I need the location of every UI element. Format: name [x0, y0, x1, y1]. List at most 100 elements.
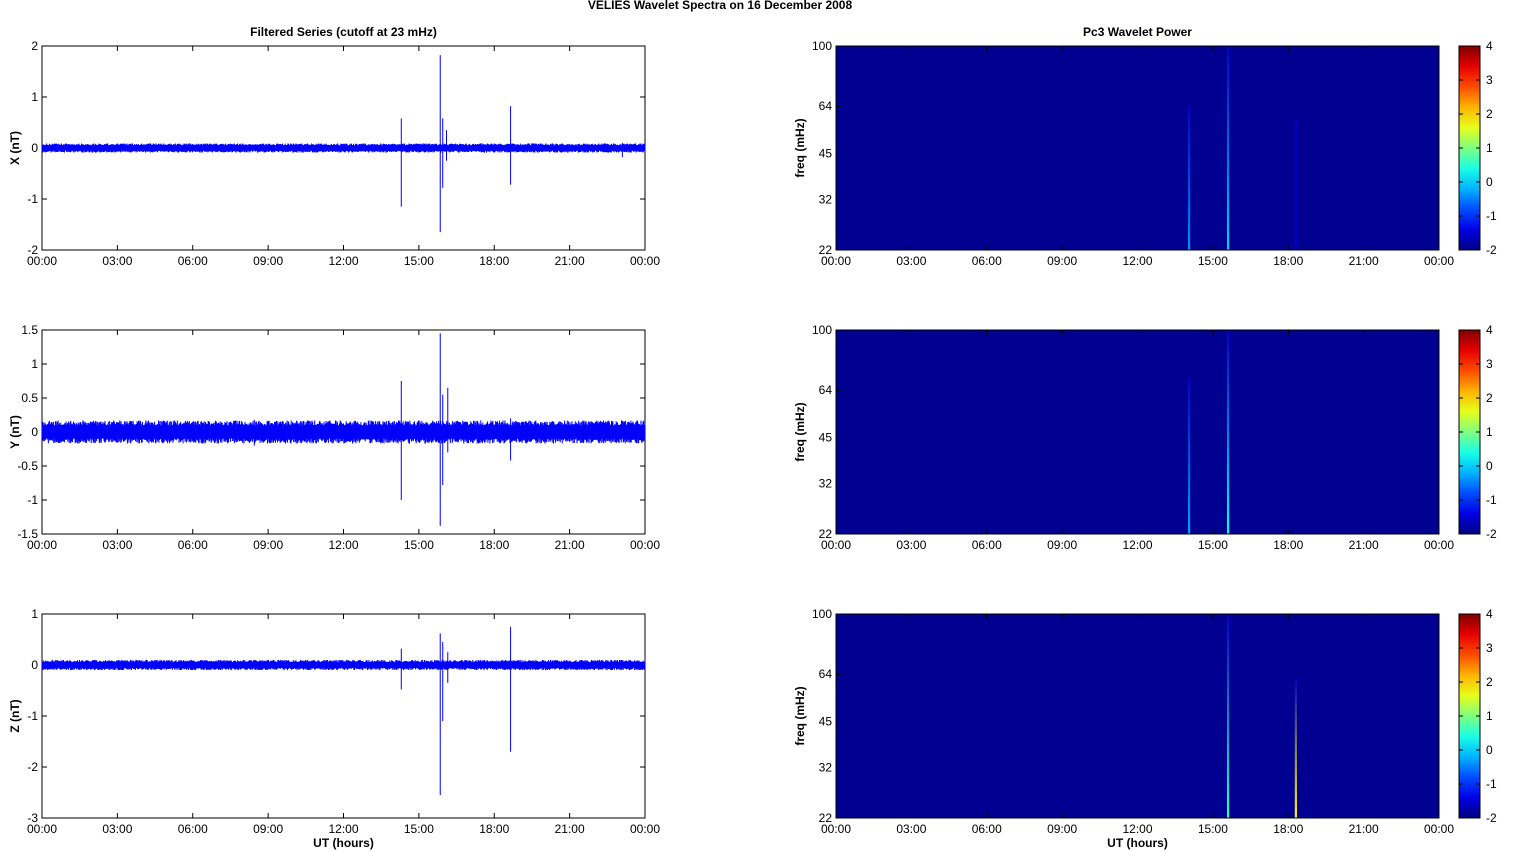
colorbar-tick-label: 2	[1486, 391, 1493, 405]
colorbar-tick-label: 1	[1486, 709, 1493, 723]
colorbar-tick-label: -1	[1486, 493, 1497, 507]
ylabel: freq (mHz)	[793, 686, 807, 745]
ytick-label: 22	[819, 527, 833, 541]
ytick-label: 32	[819, 193, 833, 207]
heatmap-area	[835, 329, 1440, 535]
wv-xtick-label: 18:00	[1273, 822, 1303, 836]
wv-xtick-label: 15:00	[1198, 822, 1228, 836]
ts-xtick-label: 21:00	[555, 254, 585, 268]
ytick-label: 0	[31, 141, 38, 155]
ytick-label: 64	[819, 667, 833, 681]
wv-xtick-label: 12:00	[1122, 538, 1152, 552]
ylabel: Y (nT)	[8, 415, 22, 449]
colorbar-tick-label: -2	[1486, 811, 1497, 825]
colorbar-tick-label: -1	[1486, 209, 1497, 223]
ts-xtick-label: 00:00	[630, 538, 660, 552]
ytick-label: -0.5	[17, 459, 38, 473]
ytick-label: 0	[31, 658, 38, 672]
timeseries-panel-1: -2 -1 0 1 2 00:00 03:00 06:00 09:00 12:00 15:00 18:…	[8, 25, 660, 268]
ytick-label: -1	[27, 709, 38, 723]
wv-xtick-label: 00:00	[821, 254, 851, 268]
ytick-label: -1.5	[17, 527, 38, 541]
wv-xtick-label: 03:00	[896, 538, 926, 552]
colorbar-tick-label: 4	[1486, 607, 1493, 621]
power-event	[1294, 678, 1297, 818]
ts-xtick-label: 03:00	[102, 254, 132, 268]
ts-xtick-label: 09:00	[253, 254, 283, 268]
ytick-label: 1	[31, 357, 38, 371]
ylabel: freq (mHz)	[793, 402, 807, 461]
wv-xtick-label: 21:00	[1349, 254, 1379, 268]
power-event	[1226, 614, 1230, 818]
ytick-label: 45	[819, 431, 833, 445]
ylabel: freq (mHz)	[793, 118, 807, 177]
power-event	[1226, 46, 1230, 250]
ytick-label: 32	[819, 477, 833, 491]
ytick-label: -1	[27, 493, 38, 507]
ts-xtick-label: 06:00	[178, 822, 208, 836]
colorbar-tick-label: 3	[1486, 73, 1493, 87]
ytick-label: 100	[812, 607, 832, 621]
ylabel: X (nT)	[8, 131, 22, 165]
colorbar-tick-label: 4	[1486, 323, 1493, 337]
ytick-label: 2	[31, 39, 38, 53]
wv-xtick-label: 09:00	[1047, 254, 1077, 268]
panel-title: Filtered Series (cutoff at 23 mHz)	[250, 25, 437, 39]
colorbar-tick-label: -1	[1486, 777, 1497, 791]
power-event	[1294, 119, 1297, 250]
ytick-label: -3	[27, 811, 38, 825]
wv-xtick-label: 03:00	[896, 822, 926, 836]
wv-xtick-label: 18:00	[1273, 538, 1303, 552]
ytick-label: 22	[819, 811, 833, 825]
ts-xtick-label: 12:00	[328, 254, 358, 268]
wv-xtick-label: 21:00	[1349, 538, 1379, 552]
wv-xtick-label: 06:00	[972, 254, 1002, 268]
ytick-label: -2	[27, 760, 38, 774]
colorbar-tick-label: 4	[1486, 39, 1493, 53]
ts-xtick-label: 00:00	[27, 254, 57, 268]
ts-xtick-label: 15:00	[404, 822, 434, 836]
ytick-label: 0	[31, 425, 38, 439]
ts-xtick-label: 00:00	[27, 538, 57, 552]
wv-xlabel: UT (hours)	[1107, 836, 1168, 850]
series-line	[41, 420, 646, 444]
colorbar-tick-label: 0	[1486, 743, 1493, 757]
wv-xtick-label: 00:00	[1424, 822, 1454, 836]
ts-xtick-label: 18:00	[479, 822, 509, 836]
colorbar-tick-label: -2	[1486, 243, 1497, 257]
colorbar-tick-label: 2	[1486, 675, 1493, 689]
power-event	[1188, 378, 1191, 534]
ytick-label: 45	[819, 715, 833, 729]
colorbar-tick-label: 0	[1486, 175, 1493, 189]
ytick-label: 100	[812, 39, 832, 53]
ytick-label: -2	[27, 243, 38, 257]
ts-xtick-label: 03:00	[102, 538, 132, 552]
ts-xtick-label: 03:00	[102, 822, 132, 836]
ytick-label: 1	[31, 607, 38, 621]
ytick-label: 45	[819, 147, 833, 161]
ts-xtick-label: 00:00	[630, 254, 660, 268]
ts-xtick-label: 18:00	[479, 538, 509, 552]
ts-xtick-label: 15:00	[404, 254, 434, 268]
ytick-label: -1	[27, 192, 38, 206]
heatmap-area	[835, 613, 1440, 819]
wv-xtick-label: 09:00	[1047, 822, 1077, 836]
ytick-label: 64	[819, 383, 833, 397]
ts-xtick-label: 12:00	[328, 822, 358, 836]
ts-xtick-label: 06:00	[178, 538, 208, 552]
wv-xtick-label: 12:00	[1122, 254, 1152, 268]
ytick-label: 32	[819, 761, 833, 775]
ytick-label: 64	[819, 99, 833, 113]
colorbar-tick-label: 0	[1486, 459, 1493, 473]
ytick-label: 1.5	[21, 323, 38, 337]
wv-xtick-label: 18:00	[1273, 254, 1303, 268]
ts-xtick-label: 12:00	[328, 538, 358, 552]
wv-xtick-label: 21:00	[1349, 822, 1379, 836]
ts-xtick-label: 21:00	[555, 538, 585, 552]
colorbar-tick-label: 3	[1486, 641, 1493, 655]
wv-xtick-label: 00:00	[1424, 254, 1454, 268]
